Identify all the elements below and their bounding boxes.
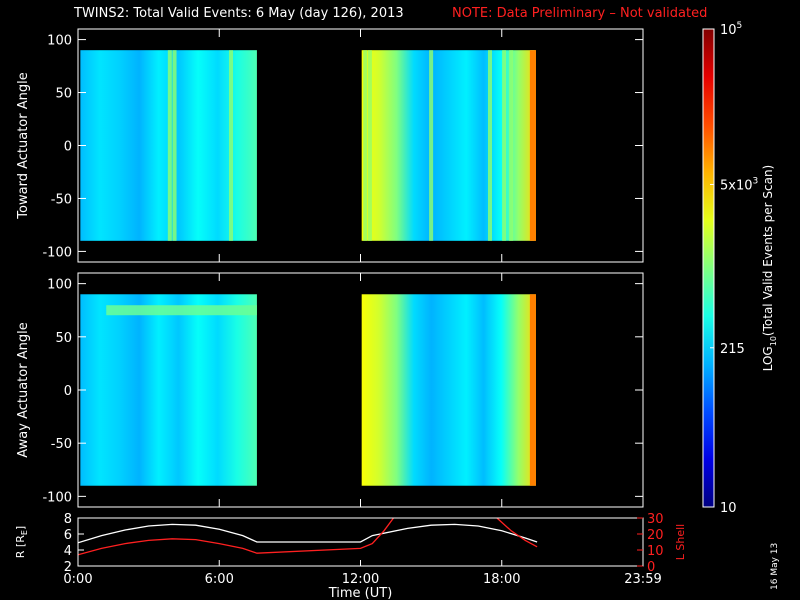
data-block-2 <box>361 294 536 486</box>
y-tick-label: 4 <box>64 544 72 559</box>
colorbar-tick-label: 5x103 <box>720 176 758 193</box>
data-block-1 <box>80 294 257 486</box>
bright-band <box>229 50 234 241</box>
data-block-2 <box>361 50 536 241</box>
y-tick-label: 6 <box>64 528 72 543</box>
colorbar-tick-label: 215 <box>720 342 745 357</box>
edge-band <box>529 294 536 486</box>
bright-band <box>367 50 372 241</box>
y-axis-label: Toward Actuator Angle <box>16 72 31 219</box>
colorbar-tick-label: 10 <box>720 501 737 516</box>
right-tick-label: 0 <box>647 560 655 575</box>
right-tick-label: 20 <box>647 528 664 543</box>
bright-band <box>502 50 507 241</box>
lshell-axis-label: L Shell <box>674 524 687 560</box>
r-axis-label: R [RE] <box>14 526 29 558</box>
y-tick-label: -50 <box>51 192 72 207</box>
edge-band <box>529 50 536 241</box>
colorbar-scale <box>702 28 715 508</box>
chart-title: TWINS2: Total Valid Events: 6 May (day 1… <box>74 6 404 21</box>
bright-band <box>167 50 172 241</box>
y-tick-label: 0 <box>64 384 72 399</box>
y-tick-label: 8 <box>64 512 72 527</box>
x-tick-label: 0:00 <box>63 572 92 587</box>
y-tick-label: -50 <box>51 437 72 452</box>
x-axis-label: Time (UT) <box>328 586 393 600</box>
preliminary-note: NOTE: Data Preliminary – Not validated <box>452 6 708 21</box>
y-tick-label: 50 <box>55 87 72 102</box>
heatmap-panel-2: -100 -50 0 50 100 Away Actuator Angle <box>16 272 644 508</box>
x-tick-label: 23:59 <box>624 572 661 587</box>
y-tick-label: 100 <box>47 278 72 293</box>
colorbar-tick-label: 105 <box>720 21 742 38</box>
y-tick-label: 100 <box>47 34 72 49</box>
x-tick-label: 6:00 <box>205 572 234 587</box>
y-tick-label: 50 <box>55 331 72 346</box>
heatmap-panel-1: -100 -50 0 50 100 Toward Actuator Angle <box>16 28 644 263</box>
bright-band <box>363 50 368 241</box>
y-tick-label: -100 <box>42 245 72 260</box>
lshell-series-line <box>78 518 538 556</box>
bright-band <box>509 50 514 241</box>
y-axis-label: Away Actuator Angle <box>16 322 31 457</box>
x-tick-label: 18:00 <box>483 572 520 587</box>
colorbar: 10 215 5x103 105 LOG10(Total Valid Events pe… <box>702 21 778 516</box>
bright-band <box>429 50 434 241</box>
x-tick-label: 12:00 <box>342 572 379 587</box>
bright-band <box>487 50 492 241</box>
bright-band <box>172 50 177 241</box>
y-tick-label: -100 <box>42 490 72 505</box>
y-tick-label: 0 <box>64 140 72 155</box>
right-tick-label: 30 <box>647 512 664 527</box>
right-tick-label: 10 <box>647 544 664 559</box>
colorbar-label: LOG10(Total Valid Events per Scan) <box>761 165 778 372</box>
y-tick-label: 2 <box>64 560 72 575</box>
r-series-line <box>78 523 538 544</box>
feature-band <box>106 305 257 316</box>
